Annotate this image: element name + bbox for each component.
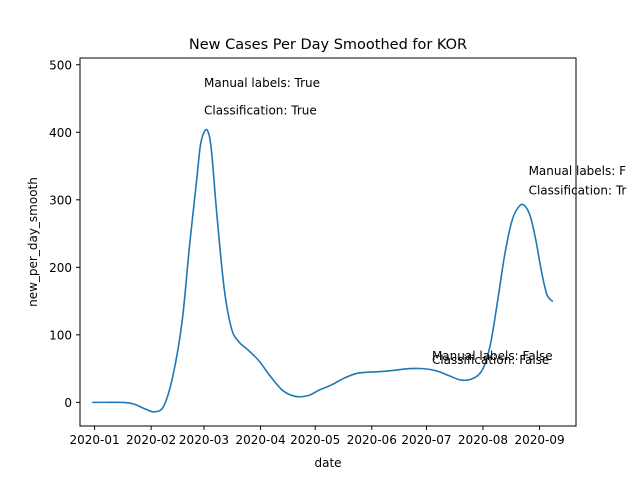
x-tick-label: 2020-04 bbox=[235, 433, 285, 447]
y-axis-label: new_per_day_smooth bbox=[26, 177, 40, 307]
series-line bbox=[91, 128, 554, 413]
annotation-label: Manual labels: False bbox=[432, 349, 553, 363]
x-tick-label: 2020-08 bbox=[458, 433, 508, 447]
annotation-label: Classification: True bbox=[204, 104, 317, 118]
y-tick-label: 0 bbox=[64, 396, 72, 410]
x-axis-label: date bbox=[314, 456, 341, 470]
annotation-label: Manual labels: F bbox=[529, 164, 627, 178]
y-tick-label: 300 bbox=[49, 193, 72, 207]
x-tick-label: 2020-07 bbox=[401, 433, 451, 447]
x-tick-label: 2020-09 bbox=[514, 433, 564, 447]
y-tick-label: 500 bbox=[49, 58, 72, 72]
y-axis-ticks: 0 100 200 300 400 500 bbox=[49, 58, 80, 410]
x-tick-label: 2020-06 bbox=[347, 433, 397, 447]
y-tick-label: 400 bbox=[49, 126, 72, 140]
x-tick-label: 2020-02 bbox=[126, 433, 176, 447]
x-tick-label: 2020-05 bbox=[290, 433, 340, 447]
annotation-label: Manual labels: True bbox=[204, 76, 320, 90]
annotation-label: Classification: False bbox=[432, 353, 549, 367]
chart-title: New Cases Per Day Smoothed for KOR bbox=[189, 37, 467, 53]
plot-frame bbox=[79, 57, 577, 427]
x-tick-label: 2020-01 bbox=[70, 433, 120, 447]
y-tick-label: 100 bbox=[49, 328, 72, 342]
annotation-label: Classification: Tr bbox=[529, 183, 627, 197]
chart-annotations: Manual labels: True Classification: True M… bbox=[204, 76, 626, 367]
y-tick-label: 200 bbox=[49, 261, 72, 275]
x-axis-ticks: 2020-01 2020-02 2020-03 2020-04 2020-05 2020-… bbox=[70, 426, 565, 447]
x-tick-label: 2020-03 bbox=[179, 433, 229, 447]
